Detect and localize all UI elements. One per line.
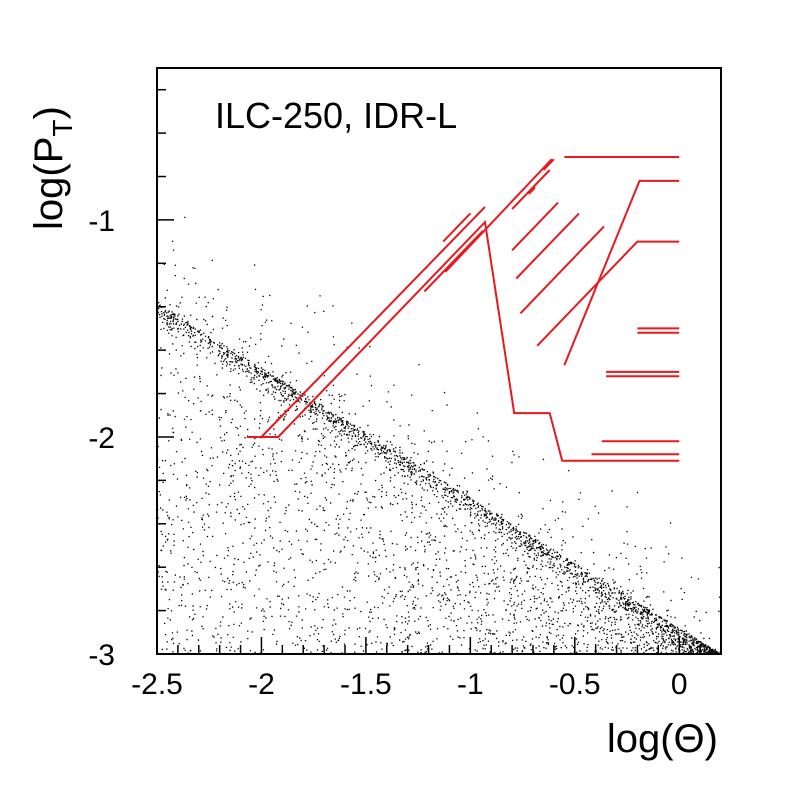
x-tick-label: -0.5 xyxy=(549,668,601,701)
y-axis-title-sub: T xyxy=(47,120,78,137)
red-boundary-line xyxy=(563,179,680,366)
red-boundary-line xyxy=(444,158,553,273)
red-boundary-line xyxy=(536,240,680,347)
annotation-label: ILC-250, IDR-L xyxy=(215,95,457,136)
axis-ticks xyxy=(156,88,722,655)
red-boundary-line xyxy=(423,230,484,293)
x-tick-label: 0 xyxy=(671,668,688,701)
red-boundary-line xyxy=(246,219,680,462)
red-boundary-line xyxy=(442,212,472,243)
y-axis-title-close: ) xyxy=(27,106,71,119)
red-boundary-line xyxy=(511,169,551,210)
y-tick-label: -1 xyxy=(88,205,115,238)
y-axis-title-main: log(P xyxy=(27,137,71,230)
y-tick-label: -2 xyxy=(88,422,115,455)
y-tick-labels: -3 -2 -1 xyxy=(88,205,115,672)
red-boundary-line xyxy=(260,206,486,438)
y-tick-label: -3 xyxy=(88,639,115,672)
red-boundary-line xyxy=(519,225,605,314)
x-tick-label: -1.5 xyxy=(340,668,392,701)
red-boundary-line xyxy=(511,201,559,251)
x-tick-label: -1 xyxy=(457,668,484,701)
x-tick-labels: -2.5 -2 -1.5 -1 -0.5 0 xyxy=(131,668,687,701)
y-axis-title: log(PT) xyxy=(27,106,78,230)
red-boundary-line xyxy=(515,212,580,280)
red-boundary-line xyxy=(528,186,536,195)
x-axis-title: log(Θ) xyxy=(607,717,718,761)
red-boundary-lines xyxy=(246,156,680,462)
red-boundary-line xyxy=(542,158,555,171)
plot-frame xyxy=(156,67,722,655)
x-tick-label: -2 xyxy=(248,668,275,701)
x-tick-label: -2.5 xyxy=(131,668,183,701)
